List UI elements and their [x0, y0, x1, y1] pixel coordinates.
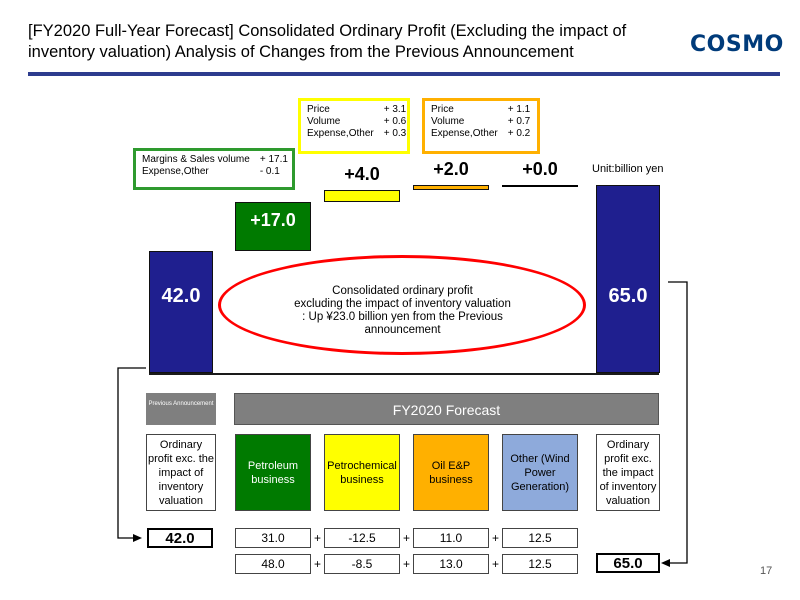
- end-bar: [596, 184, 660, 373]
- left-total-label-text: Ordinary profit exc. the impact of inven…: [147, 438, 215, 507]
- left-connector: [117, 367, 146, 539]
- right-arrowhead-icon: [661, 559, 670, 567]
- callout-row: Price + 3.1: [307, 104, 410, 116]
- forecast-value-petroleum: 48.0: [235, 554, 311, 574]
- delta-bar-oil-ep: [413, 184, 489, 191]
- callout-row-value: + 0.3: [383, 128, 407, 139]
- forecast-header: FY2020 Forecast: [234, 393, 659, 425]
- plus-sign: +: [314, 557, 322, 571]
- plus-sign: +: [492, 557, 500, 571]
- plus-sign: +: [314, 531, 322, 545]
- callout-row: Expense,Other - 0.1: [142, 166, 292, 178]
- title-line-2: inventory valuation) Analysis of Changes…: [28, 43, 574, 61]
- right-total-label-text: Ordinary profit exc. the impact of inven…: [599, 438, 657, 507]
- delta-bar-petroleum-label: +17.0: [250, 209, 296, 230]
- callout-row-label: Price: [431, 104, 454, 115]
- prev-value-petrochemical: -12.5: [324, 528, 400, 548]
- petrochemical-callout: Price + 3.1 Volume + 0.6 Expense,Other + 0.3: [298, 98, 410, 154]
- prev-total-value: 42.0: [147, 528, 213, 548]
- chart-baseline: [149, 373, 659, 375]
- previous-announcement-header: Previous Announcement: [146, 393, 216, 425]
- callout-row-value: + 0.2: [507, 128, 531, 139]
- start-bar-label: 42.0: [161, 285, 201, 308]
- oil-ep-callout: Price + 1.1 Volume + 0.7 Expense,Other + 0.2: [422, 98, 540, 154]
- callout-row: Margins & Sales volume + 17.1: [142, 154, 292, 166]
- callout-row-value: - 0.1: [259, 166, 280, 177]
- ellipse-text: Consolidated ordinary profit excluding t…: [250, 285, 555, 337]
- callout-row-label: Price: [307, 104, 330, 115]
- forecast-value-other: 12.5: [502, 554, 578, 574]
- delta-bar-other: [502, 184, 578, 187]
- forecast-value-petrochemical: -8.5: [324, 554, 400, 574]
- prev-value-other: 12.5: [502, 528, 578, 548]
- callout-row-label: Expense,Other: [142, 166, 209, 177]
- callout-row: Expense,Other + 0.3: [307, 128, 410, 140]
- plus-sign: +: [403, 557, 411, 571]
- ellipse-line-4: announcement: [364, 324, 441, 336]
- callout-row-label: Margins & Sales volume: [142, 154, 250, 165]
- cosmo-logo: COSMO: [690, 32, 784, 57]
- ellipse-line-3: : Up ¥23.0 billion yen from the Previous: [302, 311, 503, 323]
- callout-row-value: + 3.1: [383, 104, 407, 115]
- plus-sign: +: [403, 531, 411, 545]
- plus-sign: +: [492, 531, 500, 545]
- title-line-1: [FY2020 Full-Year Forecast] Consolidated…: [28, 22, 627, 40]
- callout-row-value: + 17.1: [259, 154, 288, 165]
- ellipse-line-2: excluding the impact of inventory valuat…: [294, 298, 511, 310]
- header-divider: [28, 72, 780, 76]
- callout-row-label: Volume: [307, 116, 341, 127]
- callout-row-label: Volume: [431, 116, 465, 127]
- segment-petrochemical: Petrochemical business: [324, 434, 400, 511]
- end-bar-label: 65.0: [608, 285, 648, 308]
- segment-petroleum-label: Petroleum business: [247, 459, 299, 486]
- segment-petrochemical-label: Petrochemical business: [327, 459, 397, 486]
- callout-row-value: + 1.1: [507, 104, 531, 115]
- delta-bar-petroleum: [235, 201, 311, 252]
- segment-other-label: Other (Wind Power Generation): [510, 452, 570, 493]
- callout-row-value: + 0.7: [507, 116, 531, 127]
- callout-row: Price + 1.1: [431, 104, 534, 116]
- callout-row: Expense,Other + 0.2: [431, 128, 534, 140]
- forecast-value-oil-ep: 13.0: [413, 554, 489, 574]
- page-number: 17: [760, 565, 773, 577]
- callout-row-value: + 0.6: [383, 116, 407, 127]
- delta-bar-oil-ep-label: +2.0: [433, 158, 469, 179]
- left-total-label: Ordinary profit exc. the impact of inven…: [146, 434, 216, 511]
- segment-other: Other (Wind Power Generation): [502, 434, 578, 511]
- forecast-total-value: 65.0: [596, 553, 660, 573]
- page-title: [FY2020 Full-Year Forecast] Consolidated…: [28, 21, 668, 63]
- segment-oil-ep-label: Oil E&P business: [429, 459, 473, 486]
- prev-value-oil-ep: 11.0: [413, 528, 489, 548]
- prev-value-petroleum: 31.0: [235, 528, 311, 548]
- right-total-label: Ordinary profit exc. the impact of inven…: [596, 434, 660, 511]
- delta-bar-petrochemical-label: +4.0: [344, 164, 380, 185]
- start-bar: [149, 251, 213, 373]
- delta-bar-other-label: +0.0: [522, 158, 558, 179]
- callout-row-label: Expense,Other: [431, 128, 498, 139]
- right-connector: [668, 281, 688, 564]
- delta-bar-petrochemical: [324, 190, 400, 202]
- callout-row: Volume + 0.6: [307, 116, 410, 128]
- ellipse-line-1: Consolidated ordinary profit: [332, 285, 473, 297]
- highlight-ellipse: [218, 255, 586, 355]
- segment-oil-ep: Oil E&P business: [413, 434, 489, 511]
- callout-row: Volume + 0.7: [431, 116, 534, 128]
- left-arrowhead-icon: [133, 534, 142, 542]
- unit-label: Unit:billion yen: [592, 163, 664, 175]
- petroleum-callout: Margins & Sales volume + 17.1 Expense,Othe…: [133, 148, 295, 190]
- segment-petroleum: Petroleum business: [235, 434, 311, 511]
- callout-row-label: Expense,Other: [307, 128, 374, 139]
